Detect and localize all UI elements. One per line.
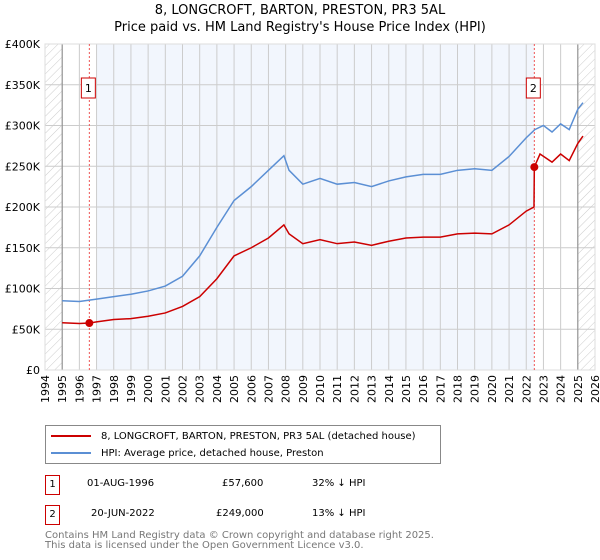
sale-date: 01-AUG-1996 bbox=[87, 478, 155, 489]
sale-marker-badge: 1 bbox=[45, 475, 60, 495]
sale-price: £249,000 bbox=[216, 508, 264, 519]
x-tick-label: 2015 bbox=[400, 375, 413, 403]
footer: Contains HM Land Registry data © Crown c… bbox=[45, 531, 434, 551]
x-tick-label: 2012 bbox=[348, 375, 361, 403]
footer-copyright: Contains HM Land Registry data © Crown c… bbox=[45, 530, 434, 541]
x-tick-label: 1994 bbox=[39, 375, 52, 403]
x-tick-label: 1997 bbox=[91, 375, 104, 403]
x-tick-label: 1998 bbox=[108, 375, 121, 403]
sale-marker-label: 2 bbox=[530, 82, 537, 95]
chart-title: 8, LONGCROFT, BARTON, PRESTON, PR3 5AL bbox=[154, 3, 446, 18]
footer-licence: This data is licensed under the Open Gov… bbox=[45, 540, 364, 551]
x-tick-label: 1995 bbox=[56, 375, 69, 403]
x-tick-label: 2005 bbox=[228, 375, 241, 403]
x-tick-label: 2016 bbox=[417, 375, 430, 403]
sale-marker-label: 1 bbox=[85, 82, 92, 95]
plot-area: 1994 1995 1996 1997 1998 1999 2000 2001 2002 2003… bbox=[5, 38, 600, 403]
x-tick-label: 2020 bbox=[486, 375, 499, 403]
x-tick-label: 2001 bbox=[159, 375, 172, 403]
y-tick-label: £50K bbox=[12, 323, 41, 336]
sale-hpi-diff: 32% ↓ HPI bbox=[312, 478, 366, 489]
y-tick-label: £250K bbox=[5, 160, 41, 173]
sale-price: £57,600 bbox=[222, 478, 264, 489]
y-tick-label: £300K bbox=[5, 120, 41, 133]
chart-subtitle: Price paid vs. HM Land Registry's House … bbox=[114, 20, 486, 35]
hpi-line bbox=[62, 102, 584, 303]
sale-row: 2 20-JUN-2022 £249,000 13% ↓ HPI bbox=[45, 505, 465, 525]
sale-point bbox=[530, 163, 539, 172]
x-tick-label: 2003 bbox=[194, 375, 207, 403]
x-tick-label: 2025 bbox=[572, 375, 585, 403]
legend-swatch-hpi bbox=[51, 452, 91, 454]
x-tick-label: 2017 bbox=[434, 375, 447, 403]
x-tick-label: 1996 bbox=[73, 375, 86, 403]
x-tick-label: 2007 bbox=[262, 375, 275, 403]
y-tick-label: £350K bbox=[5, 79, 41, 92]
y-tick-label: £400K bbox=[5, 38, 41, 51]
x-tick-label: 2000 bbox=[142, 375, 155, 403]
sale-marker-box bbox=[80, 77, 96, 99]
x-tick-label: 2026 bbox=[589, 375, 600, 403]
legend: 8, LONGCROFT, BARTON, PRESTON, PR3 5AL (… bbox=[45, 425, 441, 464]
x-tick-label: 2019 bbox=[469, 375, 482, 403]
y-tick-label: £0 bbox=[26, 364, 40, 377]
y-tick-label: £200K bbox=[5, 201, 41, 214]
x-tick-label: 2023 bbox=[537, 375, 550, 403]
sale-marker-box bbox=[525, 77, 541, 99]
y-tick-label: £150K bbox=[5, 242, 41, 255]
x-tick-label: 2009 bbox=[297, 375, 310, 403]
x-tick-label: 2006 bbox=[245, 375, 258, 403]
x-tick-label: 2018 bbox=[452, 375, 465, 403]
sale-point bbox=[85, 319, 94, 328]
x-tick-label: 2004 bbox=[211, 375, 224, 403]
x-tick-label: 2013 bbox=[366, 375, 379, 403]
x-tick-label: 2011 bbox=[331, 375, 344, 403]
x-tick-label: 1999 bbox=[125, 375, 138, 403]
x-tick-label: 2014 bbox=[383, 375, 396, 403]
x-tick-label: 2024 bbox=[555, 375, 568, 403]
x-tick-label: 2022 bbox=[520, 375, 533, 403]
legend-label-property: 8, LONGCROFT, BARTON, PRESTON, PR3 5AL (… bbox=[101, 430, 416, 442]
sale-row: 1 01-AUG-1996 £57,600 32% ↓ HPI bbox=[45, 475, 465, 495]
x-tick-label: 2002 bbox=[177, 375, 190, 403]
legend-swatch-property bbox=[51, 435, 91, 437]
y-tick-label: £100K bbox=[5, 283, 41, 296]
x-tick-label: 2010 bbox=[314, 375, 327, 403]
sale-date: 20-JUN-2022 bbox=[91, 508, 155, 519]
x-tick-label: 2008 bbox=[280, 375, 293, 403]
property-price-line bbox=[62, 135, 584, 325]
legend-label-hpi: HPI: Average price, detached house, Pres… bbox=[101, 447, 324, 459]
sale-marker-badge: 2 bbox=[45, 505, 60, 525]
plot-border bbox=[44, 43, 596, 371]
sale-hpi-diff: 13% ↓ HPI bbox=[312, 508, 366, 519]
x-tick-label: 2021 bbox=[503, 375, 516, 403]
